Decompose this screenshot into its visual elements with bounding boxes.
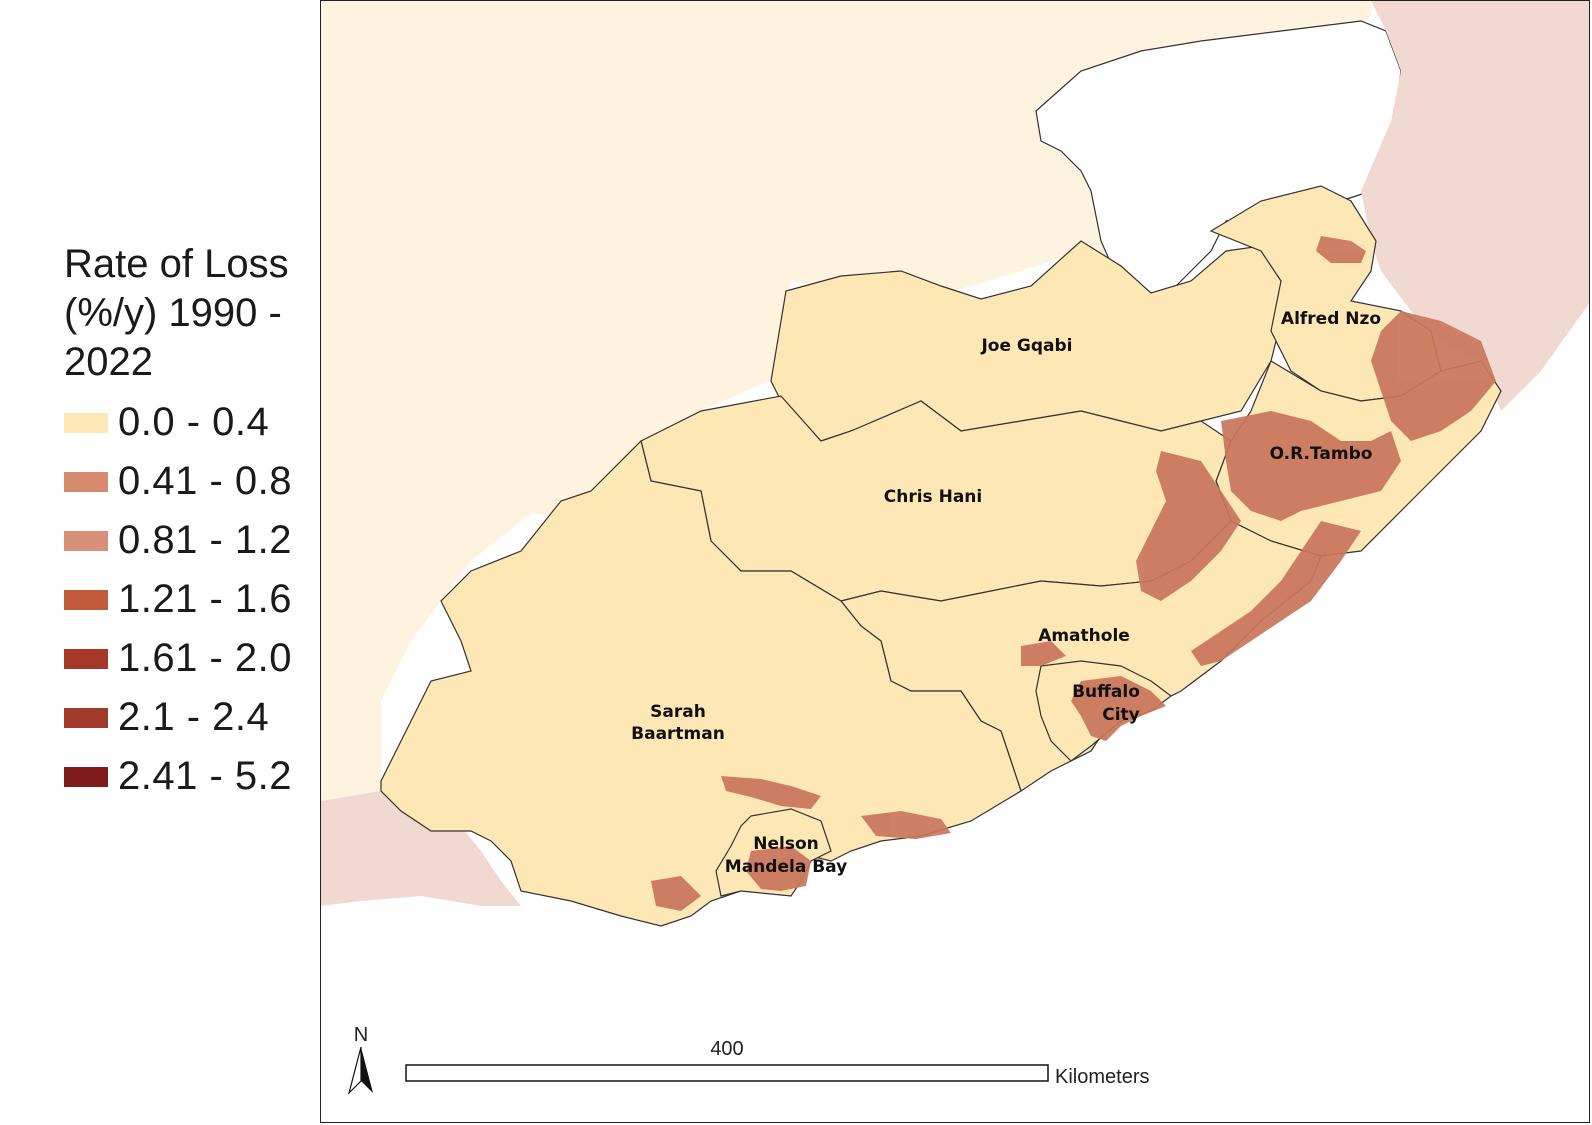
legend-swatch [64, 412, 108, 433]
label-amathole: Amathole [1038, 626, 1130, 646]
legend-label: 2.41 - 5.2 [118, 754, 293, 798]
loss-patch [651, 876, 701, 911]
legend-item: 0.0 - 0.4 [64, 393, 314, 452]
legend-item: 0.81 - 1.2 [64, 511, 314, 570]
label-buffalo-city-2: City [1102, 705, 1140, 725]
label-chris-hani: Chris Hani [884, 487, 982, 507]
label-joe-gqabi: Joe Gqabi [980, 336, 1072, 356]
legend-item: 1.61 - 2.0 [64, 629, 314, 688]
scale-bar-rect [405, 1064, 1049, 1082]
legend-swatch [64, 530, 108, 551]
legend-title: Rate of Loss (%/y) 1990 - 2022 [64, 242, 289, 384]
loss-patch [721, 776, 821, 809]
legend-label: 0.0 - 0.4 [118, 400, 270, 444]
label-buffalo-city-1: Buffalo [1072, 682, 1140, 702]
region-labels: Joe Gqabi Alfred Nzo O.R.Tambo Chris Han… [631, 309, 1381, 877]
legend-swatch [64, 648, 108, 669]
map-frame: Joe Gqabi Alfred Nzo O.R.Tambo Chris Han… [320, 0, 1590, 1123]
legend-swatch [64, 766, 108, 787]
legend-label: 1.21 - 1.6 [118, 577, 293, 621]
label-alfred-nzo: Alfred Nzo [1281, 309, 1381, 329]
loss-patch [1136, 451, 1241, 601]
loss-patch [861, 811, 951, 839]
legend: Rate of Loss (%/y) 1990 - 2022 0.0 - 0.4… [64, 240, 314, 806]
legend-swatch [64, 471, 108, 492]
loss-patch [746, 846, 811, 891]
legend-item: 1.21 - 1.6 [64, 570, 314, 629]
label-nelson-mandela-bay-2: Mandela Bay [725, 857, 847, 877]
loss-patch [1021, 641, 1066, 666]
neighbor-land-southwest [321, 791, 521, 906]
scale-bar: 400 Kilometers [405, 1038, 1149, 1088]
loss-patch [1316, 236, 1366, 263]
legend-label: 1.61 - 2.0 [118, 636, 293, 680]
north-arrow: N [347, 1024, 373, 1095]
loss-areas [651, 236, 1496, 911]
loss-patch [1371, 311, 1496, 441]
neighbor-land-east [1361, 1, 1589, 411]
label-nelson-mandela-bay-1: Nelson [753, 834, 819, 854]
legend-swatch [64, 707, 108, 728]
north-arrow-outline [347, 1046, 362, 1095]
map-canvas: Joe Gqabi Alfred Nzo O.R.Tambo Chris Han… [321, 1, 1589, 1095]
legend-label: 2.1 - 2.4 [118, 695, 270, 739]
legend-label: 0.41 - 0.8 [118, 459, 293, 503]
legend-item: 2.41 - 5.2 [64, 747, 314, 806]
loss-patch [1221, 411, 1401, 521]
scale-bar-value: 400 [710, 1038, 743, 1060]
legend-swatch [64, 589, 108, 610]
north-arrow-label: N [354, 1024, 368, 1046]
scale-bar-units: Kilometers [1055, 1066, 1149, 1088]
label-sarah-baartman-1: Sarah [650, 702, 706, 722]
legend-item: 0.41 - 0.8 [64, 452, 314, 511]
label-sarah-baartman-2: Baartman [631, 724, 725, 744]
north-arrow-icon [361, 1047, 373, 1093]
label-or-tambo: O.R.Tambo [1270, 444, 1373, 464]
neighbor-land-north [321, 1, 791, 531]
loss-patch [1191, 521, 1361, 666]
legend-label: 0.81 - 1.2 [118, 518, 293, 562]
loss-patch [1071, 676, 1166, 741]
legend-item: 2.1 - 2.4 [64, 688, 314, 747]
